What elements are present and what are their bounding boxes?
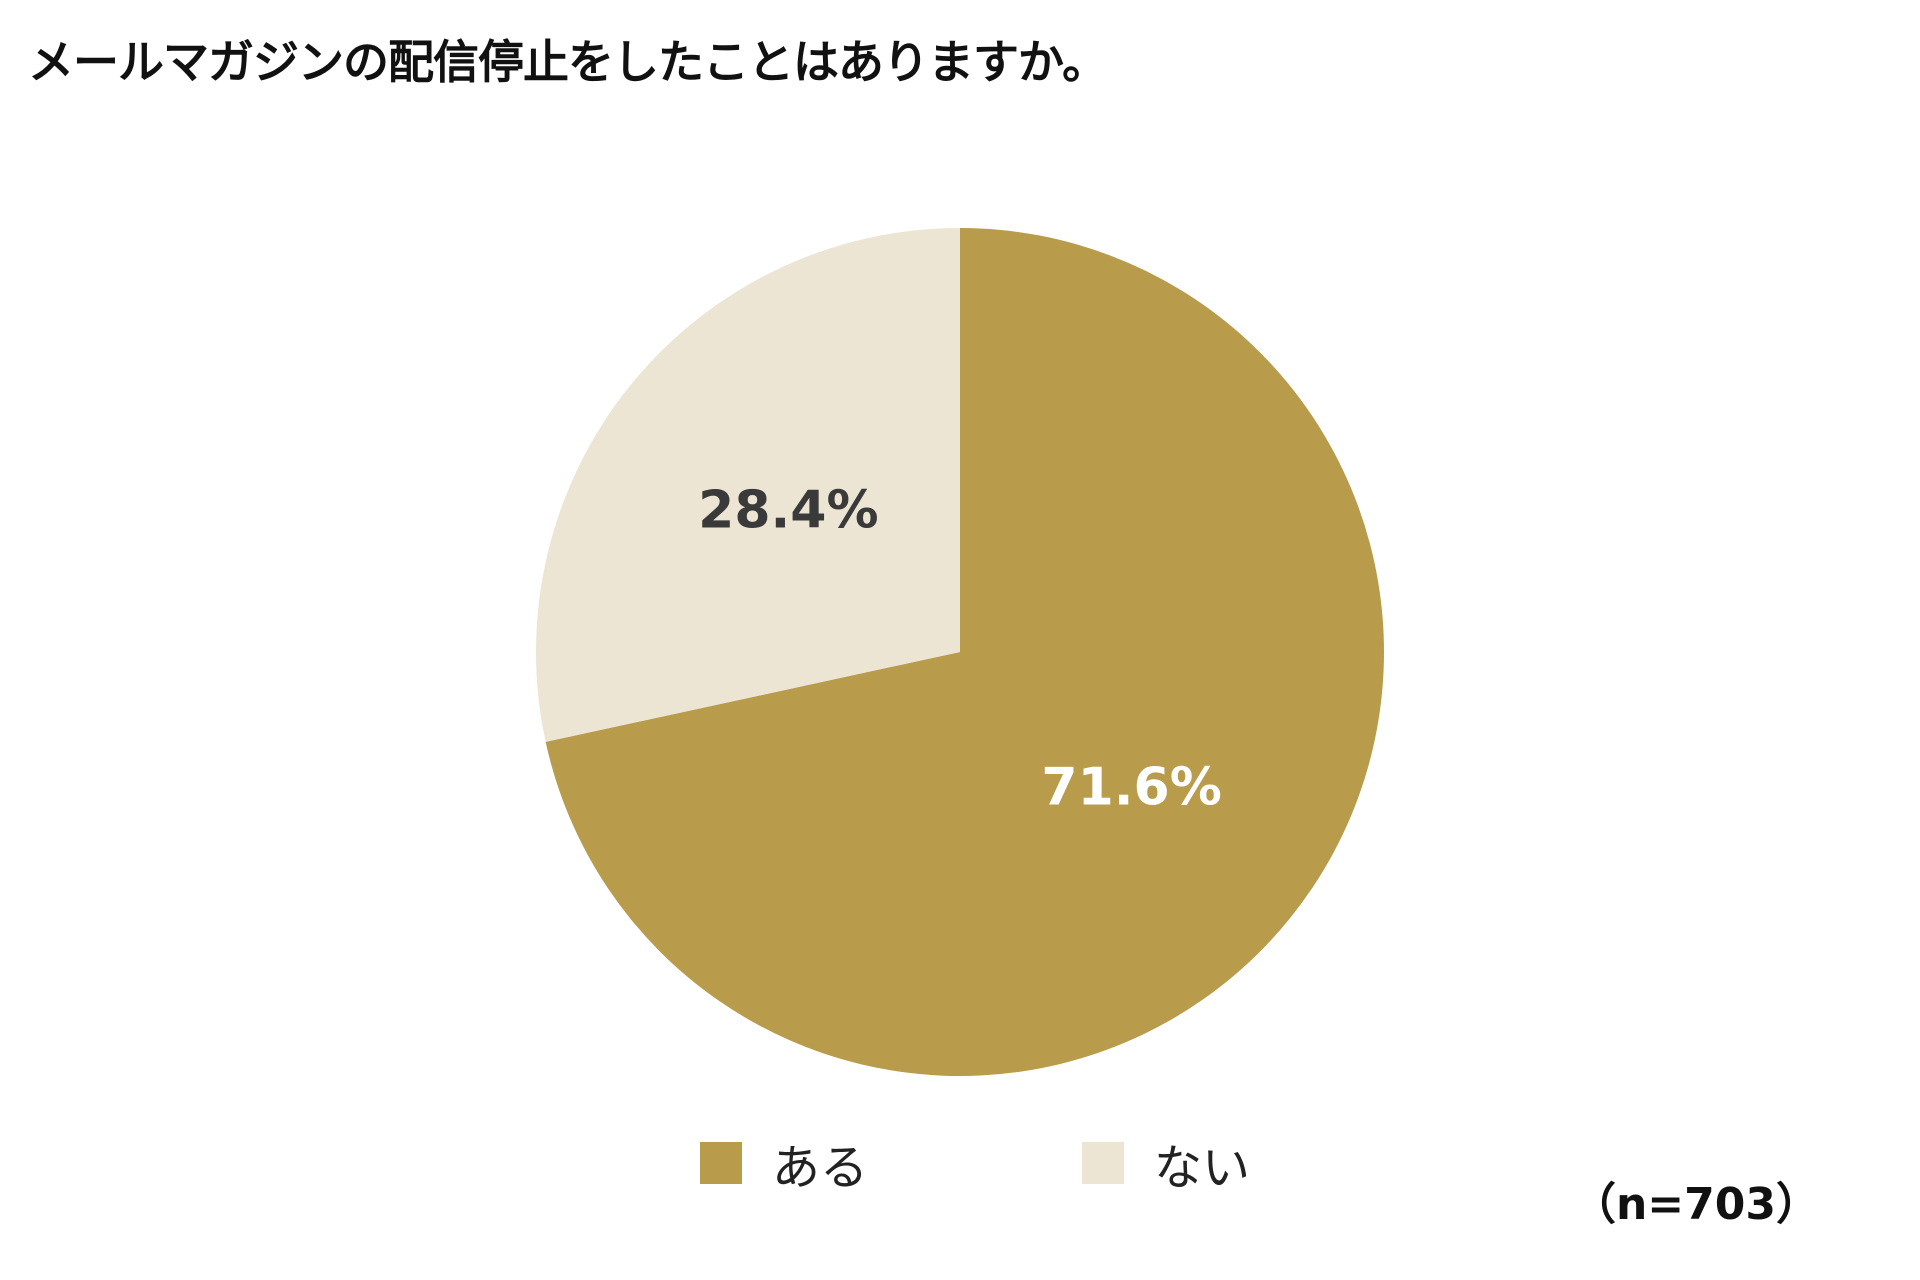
pie-slice-nai <box>536 228 960 742</box>
legend-swatch-aru <box>700 1142 742 1184</box>
pie-slice-aru <box>545 228 1384 1077</box>
pie-slices <box>536 228 1384 1077</box>
legend-label-nai: ない <box>1154 1140 1251 1196</box>
sample-size-note: （n=703） <box>1571 1179 1820 1230</box>
pie-label-nai: 28.4% <box>698 481 878 541</box>
legend-item-aru: ある <box>700 1128 868 1198</box>
legend-label-aru: ある <box>772 1140 869 1196</box>
legend-swatch-nai <box>1082 1142 1124 1184</box>
chart-title: メールマガジンの配信停止をしたことはありますか。 <box>28 35 1108 89</box>
legend-item-nai: ない <box>1082 1128 1250 1198</box>
pie-label-aru: 71.6% <box>1041 757 1221 817</box>
pie-slice-labels: 71.6% 28.4% <box>698 481 1222 818</box>
